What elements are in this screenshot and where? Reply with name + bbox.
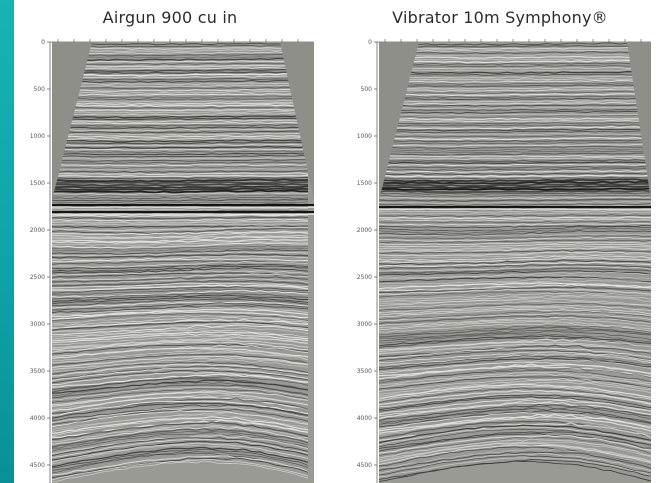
vibrator-seismic-section: 0 500 1000 1500 2000 2500 3000 3500 4000 4500 [357, 39, 651, 483]
airgun-seismic-section: 0 500 1000 1500 2000 2500 3000 3500 4000 4500 [30, 39, 314, 483]
vibrator-title: Vibrator 10m Symphony® [392, 8, 608, 27]
depth-tick-label: 3500 [357, 368, 372, 375]
depth-tick-label: 1000 [357, 133, 372, 140]
depth-tick-label: 500 [361, 86, 373, 93]
depth-tick-label: 4500 [357, 462, 372, 469]
depth-tick-label: 0 [368, 39, 372, 46]
depth-tick-label: 4000 [357, 415, 372, 422]
depth-tick-label: 1000 [30, 133, 45, 140]
depth-tick-label: 1500 [30, 180, 45, 187]
depth-tick-label: 2000 [357, 227, 372, 234]
airgun-panel: Airgun 900 cu in 0 500 1000 1500 2000 2500 300… [14, 0, 326, 483]
depth-tick-label: 0 [41, 39, 45, 46]
seismic-reflectors [52, 42, 314, 483]
depth-tick-label: 2000 [30, 227, 45, 234]
depth-tick-label: 3500 [30, 368, 45, 375]
depth-tick-label: 3000 [357, 321, 372, 328]
depth-tick-label: 4000 [30, 415, 45, 422]
depth-tick-label: 500 [34, 86, 46, 93]
airgun-title: Airgun 900 cu in [102, 8, 238, 27]
vibrator-panel: Vibrator 10m Symphony® 0 500 1000 1500 2000 2… [331, 0, 669, 483]
depth-tick-label: 3000 [30, 321, 45, 328]
depth-tick-label: 2500 [357, 274, 372, 281]
seismic-reflectors [379, 42, 651, 483]
depth-tick-label: 1500 [357, 180, 372, 187]
depth-tick-label: 4500 [30, 462, 45, 469]
depth-tick-label: 2500 [30, 274, 45, 281]
